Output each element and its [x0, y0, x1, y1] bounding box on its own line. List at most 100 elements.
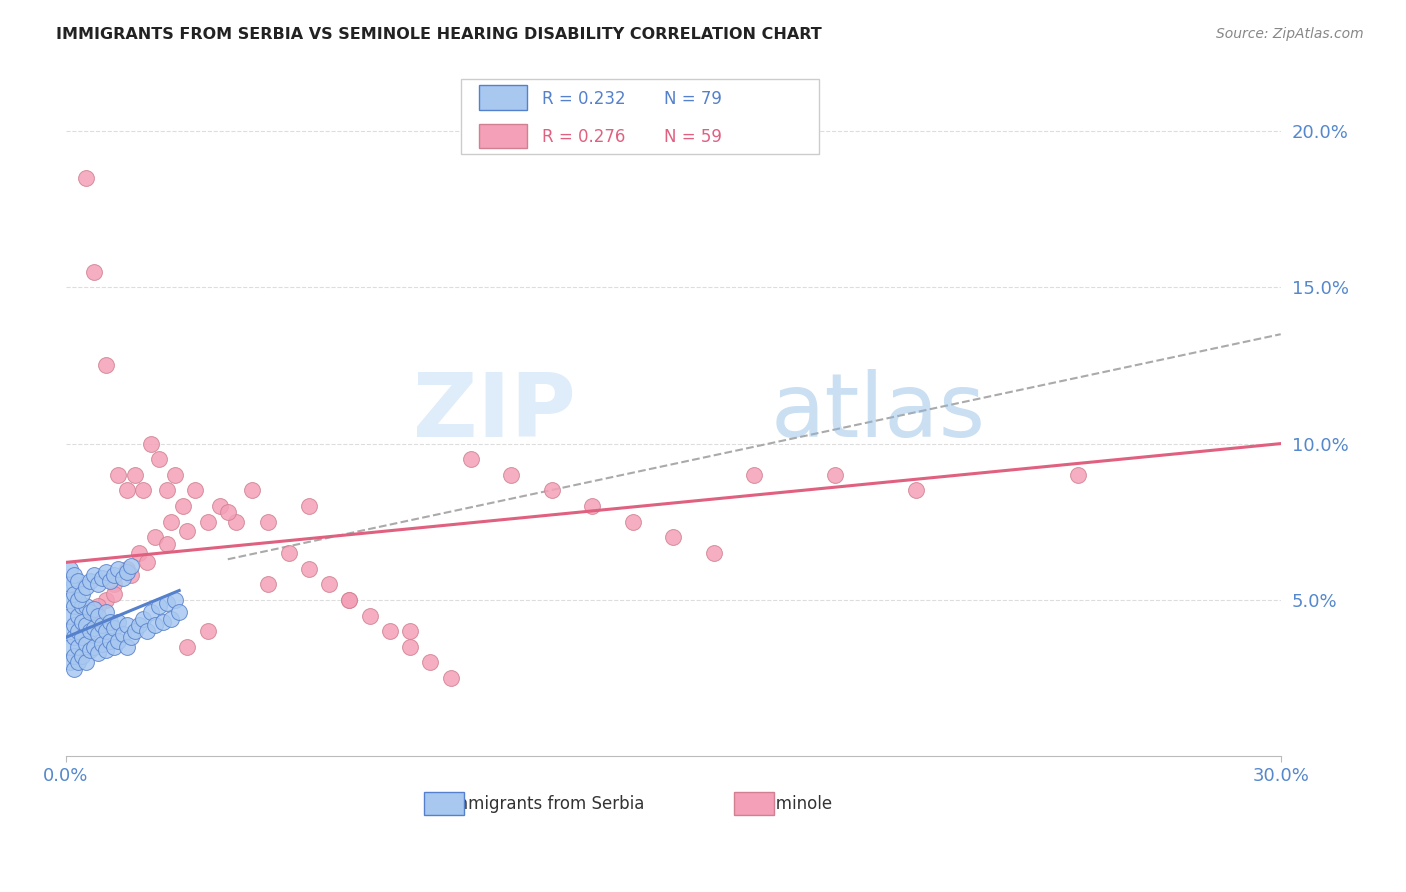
Point — [107, 633, 129, 648]
Point — [1067, 467, 1090, 482]
Point — [63, 587, 86, 601]
Point — [124, 467, 146, 482]
Point — [75, 170, 97, 185]
Point — [742, 467, 765, 482]
FancyBboxPatch shape — [479, 123, 527, 148]
Point — [165, 467, 187, 482]
Point — [98, 615, 121, 629]
Point — [79, 643, 101, 657]
Point — [96, 359, 118, 373]
Point — [63, 599, 86, 614]
Point — [208, 499, 231, 513]
Point — [87, 646, 110, 660]
Point — [139, 436, 162, 450]
Point — [135, 624, 157, 639]
Text: N = 79: N = 79 — [664, 90, 721, 108]
Point — [79, 574, 101, 589]
Point — [156, 483, 179, 498]
Point — [70, 615, 93, 629]
Text: IMMIGRANTS FROM SERBIA VS SEMINOLE HEARING DISABILITY CORRELATION CHART: IMMIGRANTS FROM SERBIA VS SEMINOLE HEARI… — [56, 27, 823, 42]
Point — [70, 599, 93, 614]
Point — [824, 467, 846, 482]
Point — [59, 608, 82, 623]
Text: ZIP: ZIP — [413, 369, 576, 456]
Point — [337, 593, 360, 607]
Point — [103, 621, 125, 635]
Point — [70, 587, 93, 601]
Text: atlas: atlas — [770, 369, 986, 456]
Point — [66, 624, 89, 639]
Point — [96, 565, 118, 579]
Point — [75, 618, 97, 632]
Point — [439, 671, 461, 685]
Point — [148, 599, 170, 614]
Point — [115, 640, 138, 654]
Point — [66, 574, 89, 589]
Point — [540, 483, 562, 498]
Point — [143, 530, 166, 544]
Point — [70, 649, 93, 664]
Point — [460, 452, 482, 467]
Point — [359, 608, 381, 623]
Point — [103, 567, 125, 582]
Point — [91, 571, 114, 585]
Point — [143, 618, 166, 632]
Point — [703, 546, 725, 560]
Point — [59, 593, 82, 607]
Point — [124, 624, 146, 639]
Point — [79, 624, 101, 639]
Point — [152, 615, 174, 629]
FancyBboxPatch shape — [479, 85, 527, 110]
Text: N = 59: N = 59 — [664, 128, 721, 146]
Point — [240, 483, 263, 498]
Point — [63, 577, 86, 591]
Point — [160, 612, 183, 626]
Point — [87, 599, 110, 614]
Point — [298, 499, 321, 513]
Point — [419, 656, 441, 670]
Point — [66, 640, 89, 654]
Point — [337, 593, 360, 607]
Point — [107, 615, 129, 629]
Point — [103, 577, 125, 591]
Point — [176, 524, 198, 538]
Point — [115, 618, 138, 632]
Point — [75, 656, 97, 670]
Point — [399, 624, 422, 639]
Point — [83, 567, 105, 582]
Point — [63, 567, 86, 582]
Point — [139, 606, 162, 620]
Point — [98, 574, 121, 589]
Text: R = 0.232: R = 0.232 — [543, 90, 626, 108]
FancyBboxPatch shape — [734, 792, 775, 814]
Point — [581, 499, 603, 513]
Point — [59, 656, 82, 670]
Text: Source: ZipAtlas.com: Source: ZipAtlas.com — [1216, 27, 1364, 41]
Point — [63, 662, 86, 676]
Point — [83, 608, 105, 623]
Point — [111, 627, 134, 641]
Point — [318, 577, 340, 591]
Point — [63, 618, 86, 632]
Point — [115, 565, 138, 579]
Point — [59, 640, 82, 654]
Point — [98, 633, 121, 648]
Text: R = 0.276: R = 0.276 — [543, 128, 626, 146]
Point — [75, 599, 97, 614]
Point — [79, 606, 101, 620]
Point — [66, 656, 89, 670]
Point — [96, 624, 118, 639]
Point — [83, 602, 105, 616]
Point — [120, 558, 142, 573]
Text: Seminole: Seminole — [756, 796, 834, 814]
Point — [75, 581, 97, 595]
Point — [66, 593, 89, 607]
Point — [91, 637, 114, 651]
Point — [59, 561, 82, 575]
Point — [156, 536, 179, 550]
Point — [83, 265, 105, 279]
Point — [87, 608, 110, 623]
Point — [135, 555, 157, 569]
Point — [501, 467, 523, 482]
Point — [83, 640, 105, 654]
